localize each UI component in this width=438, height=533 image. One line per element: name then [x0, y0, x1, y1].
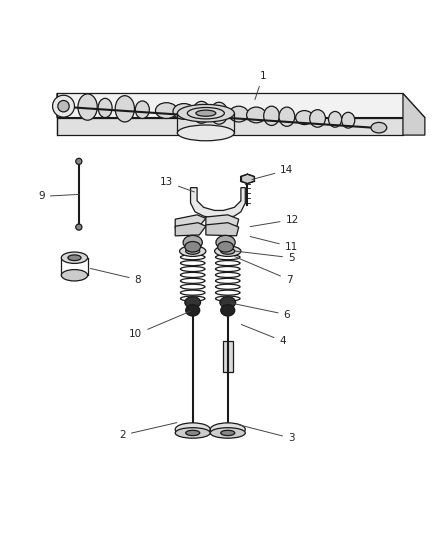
- Ellipse shape: [186, 248, 200, 254]
- Ellipse shape: [342, 112, 355, 128]
- Text: 2: 2: [119, 423, 177, 440]
- Ellipse shape: [68, 255, 81, 261]
- Ellipse shape: [215, 246, 241, 256]
- Ellipse shape: [180, 246, 206, 256]
- Ellipse shape: [53, 95, 74, 117]
- Ellipse shape: [310, 110, 325, 127]
- Polygon shape: [206, 215, 239, 228]
- Polygon shape: [240, 174, 254, 184]
- Polygon shape: [223, 341, 233, 372]
- Ellipse shape: [183, 236, 202, 249]
- Ellipse shape: [264, 106, 279, 125]
- Polygon shape: [57, 118, 403, 135]
- Text: 7: 7: [235, 256, 293, 285]
- Ellipse shape: [98, 98, 112, 118]
- Ellipse shape: [221, 430, 235, 435]
- Ellipse shape: [210, 427, 245, 438]
- Ellipse shape: [177, 125, 234, 141]
- Polygon shape: [175, 223, 206, 236]
- Polygon shape: [403, 93, 425, 135]
- Text: 14: 14: [252, 165, 293, 180]
- Ellipse shape: [185, 241, 201, 252]
- Polygon shape: [206, 223, 239, 236]
- Ellipse shape: [216, 236, 235, 249]
- Ellipse shape: [210, 423, 245, 436]
- Ellipse shape: [221, 248, 235, 254]
- Ellipse shape: [247, 107, 266, 123]
- Ellipse shape: [221, 304, 235, 316]
- Ellipse shape: [173, 103, 195, 119]
- Polygon shape: [175, 215, 206, 228]
- Ellipse shape: [76, 158, 82, 165]
- Text: 8: 8: [90, 269, 141, 285]
- Ellipse shape: [175, 423, 210, 436]
- Ellipse shape: [135, 101, 149, 118]
- Ellipse shape: [175, 427, 210, 438]
- Ellipse shape: [115, 96, 134, 122]
- Ellipse shape: [177, 104, 234, 122]
- Text: 10: 10: [129, 311, 190, 340]
- Ellipse shape: [196, 110, 216, 116]
- Text: 4: 4: [241, 325, 286, 346]
- Ellipse shape: [220, 297, 236, 308]
- Ellipse shape: [229, 106, 248, 122]
- Ellipse shape: [58, 101, 69, 112]
- Ellipse shape: [78, 94, 97, 120]
- Ellipse shape: [61, 252, 88, 263]
- Text: 13: 13: [160, 177, 194, 192]
- Text: 9: 9: [38, 191, 79, 201]
- Ellipse shape: [296, 110, 313, 125]
- Ellipse shape: [210, 102, 228, 124]
- Ellipse shape: [186, 304, 200, 316]
- Text: 3: 3: [239, 425, 295, 443]
- Polygon shape: [191, 188, 245, 219]
- Ellipse shape: [328, 111, 342, 127]
- Text: 1: 1: [255, 71, 266, 100]
- Ellipse shape: [218, 241, 233, 252]
- Polygon shape: [57, 93, 425, 118]
- Ellipse shape: [186, 430, 200, 435]
- Ellipse shape: [371, 123, 387, 133]
- Text: 6: 6: [230, 303, 290, 320]
- Text: 5: 5: [235, 251, 295, 263]
- Text: 11: 11: [250, 237, 298, 252]
- Ellipse shape: [185, 297, 201, 308]
- Ellipse shape: [155, 103, 177, 118]
- Ellipse shape: [76, 224, 82, 230]
- Text: 12: 12: [250, 215, 299, 227]
- Ellipse shape: [61, 270, 88, 281]
- Ellipse shape: [193, 101, 210, 123]
- Ellipse shape: [279, 107, 295, 126]
